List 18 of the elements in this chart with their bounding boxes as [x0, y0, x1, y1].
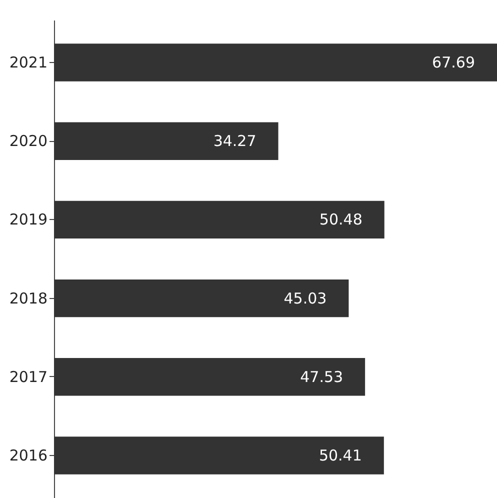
y-tick-label: 2020: [9, 132, 48, 150]
data-label: 47.53: [300, 368, 344, 386]
bar: [54, 200, 384, 239]
bar: [54, 44, 497, 82]
data-label: 50.41: [318, 446, 362, 465]
data-label: 67.69: [432, 53, 475, 72]
y-tick-label: 2018: [9, 289, 48, 308]
data-label: 45.03: [284, 289, 327, 308]
y-tick-label: 2021: [9, 53, 48, 72]
bar: [54, 122, 278, 160]
bar: [54, 436, 384, 474]
bar: [54, 279, 349, 318]
y-tick-label: 2017: [9, 368, 48, 386]
y-tick-label: 2016: [9, 446, 48, 465]
data-label: 34.27: [213, 132, 256, 150]
y-tick-label: 2019: [9, 210, 48, 229]
bar: [54, 358, 366, 396]
data-label: 50.48: [319, 210, 362, 229]
